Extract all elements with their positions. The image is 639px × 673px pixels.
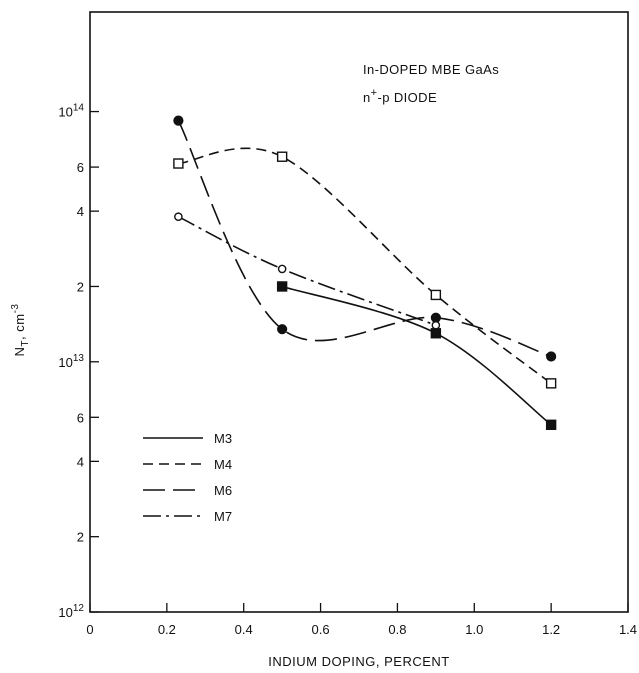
annotation-line-2: n+-p DIODE bbox=[363, 87, 437, 105]
series-line-m7 bbox=[178, 215, 437, 326]
data-point-m4 bbox=[173, 158, 184, 169]
data-point-m6 bbox=[173, 115, 184, 126]
legend-label-m3: M3 bbox=[214, 431, 232, 446]
x-axis-title: INDIUM DOPING, PERCENT bbox=[268, 654, 449, 669]
marker-layer bbox=[173, 115, 557, 430]
data-point-m4 bbox=[430, 289, 442, 301]
data-point-m7 bbox=[174, 212, 183, 222]
series-line-m4 bbox=[178, 147, 552, 385]
y-tick-label: 1013 bbox=[58, 353, 84, 370]
annotation-line-1: In-DOPED MBE GaAs bbox=[363, 62, 499, 77]
x-tick-label: 0.2 bbox=[158, 622, 176, 637]
y-tick-label: 2 bbox=[77, 530, 84, 545]
series-layer bbox=[177, 120, 552, 426]
y-tick-label: 1012 bbox=[58, 603, 84, 620]
x-tick-label: 0.8 bbox=[388, 622, 406, 637]
data-point-m3 bbox=[545, 419, 557, 430]
data-point-m6 bbox=[430, 312, 441, 323]
y-tick-label: 1014 bbox=[58, 103, 84, 120]
y-tick-label: 6 bbox=[77, 410, 84, 425]
y-tick-label: 4 bbox=[77, 204, 84, 219]
y-axis-title: NT, cm-3 bbox=[10, 304, 31, 357]
x-tick-label: 1.4 bbox=[619, 622, 637, 637]
x-tick-label: 0.4 bbox=[235, 622, 253, 637]
y-tick-label: 2 bbox=[77, 279, 84, 294]
data-point-m3 bbox=[276, 281, 288, 292]
data-point-m4 bbox=[276, 151, 288, 162]
data-point-m6 bbox=[546, 351, 557, 362]
plot-frame bbox=[89, 11, 629, 613]
data-point-m7 bbox=[431, 320, 441, 330]
y-tick-label: 6 bbox=[77, 160, 84, 175]
legend: M3 M4 M6 M7 bbox=[143, 431, 232, 524]
x-tick-label: 0.6 bbox=[312, 622, 330, 637]
series-line-m6 bbox=[177, 120, 552, 358]
legend-label-m6: M6 bbox=[214, 483, 232, 498]
axis-ticks: 0 0.2 0.4 0.6 0.8 1.0 1.2 1.4 1012 2 4 6 1013 2 4 6 1014 bbox=[58, 103, 637, 637]
data-point-m4 bbox=[545, 378, 557, 389]
x-tick-label: 1.0 bbox=[465, 622, 483, 637]
x-tick-label: 1.2 bbox=[542, 622, 560, 637]
x-tick-label: 0 bbox=[86, 622, 93, 637]
data-point-m6 bbox=[277, 324, 288, 335]
legend-label-m7: M7 bbox=[214, 509, 232, 524]
data-point-m7 bbox=[277, 264, 287, 274]
y-tick-label: 4 bbox=[77, 454, 84, 469]
data-point-m3 bbox=[430, 328, 442, 339]
series-line-m3 bbox=[281, 285, 552, 426]
legend-label-m4: M4 bbox=[214, 457, 232, 472]
